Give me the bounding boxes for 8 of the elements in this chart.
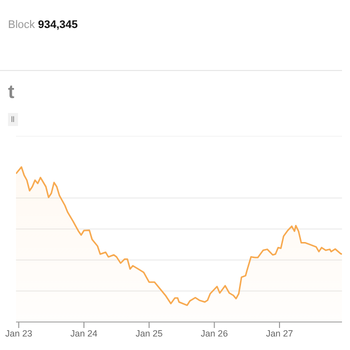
x-tick-label: Jan 27 <box>266 328 294 338</box>
x-tick-label: Jan 23 <box>5 328 32 338</box>
text: ll <box>8 113 18 126</box>
x-tick-label: Jan 26 <box>200 328 228 338</box>
x-tick-label: Jan 24 <box>70 328 98 338</box>
chart-title: t <box>8 82 14 104</box>
text: Block 934,345 <box>8 19 78 31</box>
x-tick-label: Jan 25 <box>136 328 163 338</box>
